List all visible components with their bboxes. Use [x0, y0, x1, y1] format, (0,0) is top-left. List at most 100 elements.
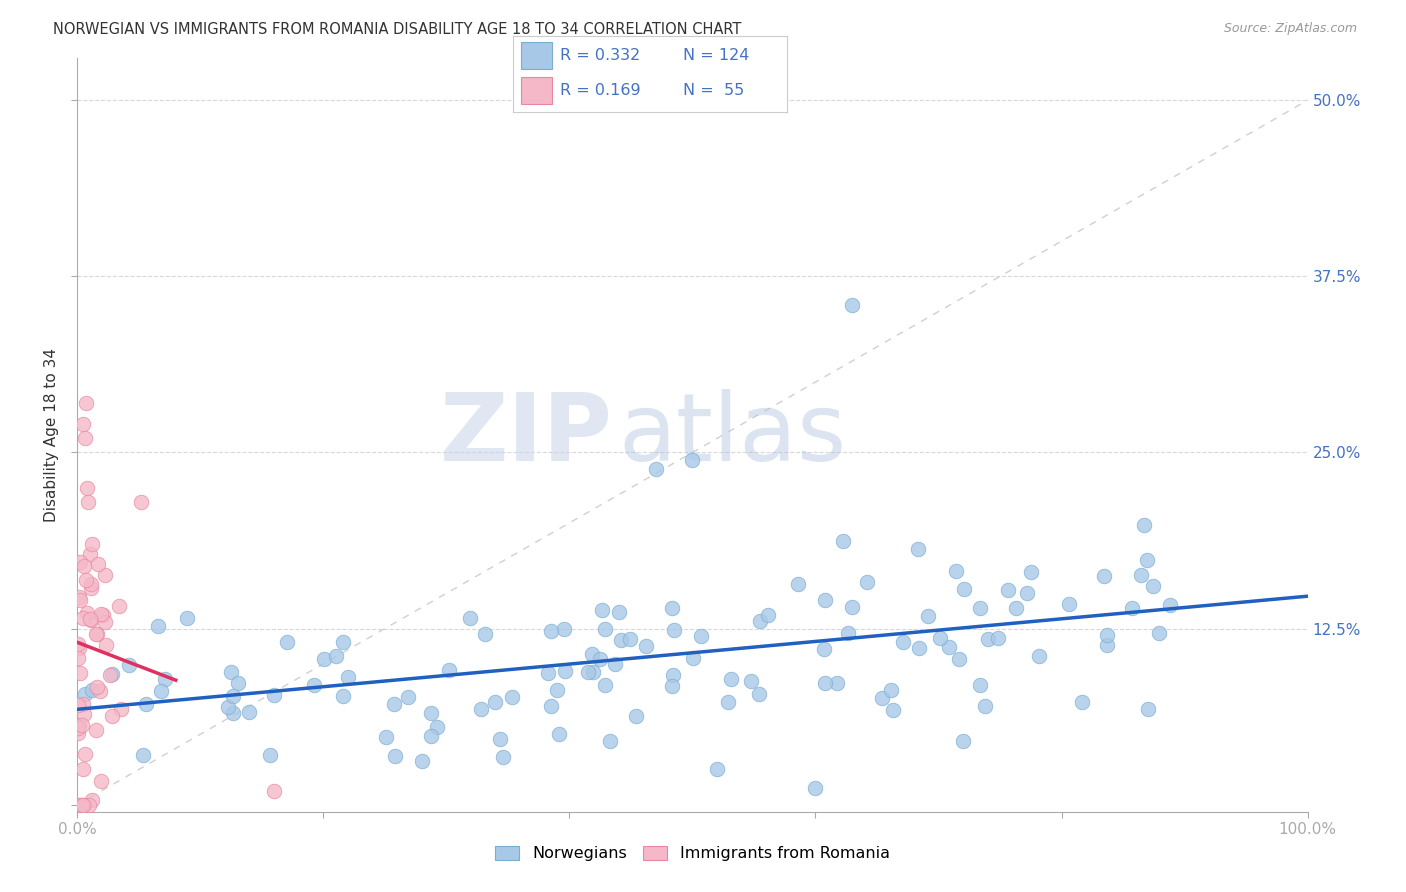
Point: [682, 651, 704, 665]
Point: [219, 665, 242, 679]
Point: [605, 657, 627, 671]
Point: [891, 635, 914, 649]
Point: [80, 613, 103, 627]
Point: [259, 747, 281, 762]
Point: [717, 695, 740, 709]
Point: [484, 695, 506, 709]
Point: [977, 632, 1000, 646]
Point: [67, 721, 90, 735]
Point: [153, 672, 176, 686]
Point: [636, 639, 658, 653]
Point: [756, 608, 779, 623]
Point: [67, 590, 90, 604]
Point: [546, 682, 568, 697]
Point: [661, 600, 683, 615]
Point: [540, 624, 562, 639]
Point: [1097, 638, 1119, 652]
Point: [690, 629, 713, 643]
Point: [813, 641, 835, 656]
Point: [90, 774, 112, 789]
Point: [67, 640, 90, 655]
Point: [748, 687, 770, 701]
Point: [1129, 567, 1152, 582]
Point: [825, 676, 848, 690]
Point: [537, 666, 560, 681]
Text: NORWEGIAN VS IMMIGRANTS FROM ROMANIA DISABILITY AGE 18 TO 34 CORRELATION CHART: NORWEGIAN VS IMMIGRANTS FROM ROMANIA DIS…: [53, 22, 742, 37]
Point: [108, 599, 131, 614]
Point: [832, 534, 855, 549]
Point: [73, 707, 96, 722]
FancyBboxPatch shape: [522, 42, 551, 69]
Point: [420, 706, 443, 721]
Text: N =  55: N = 55: [683, 83, 744, 98]
Point: [952, 734, 974, 748]
Point: [263, 688, 285, 702]
Point: [101, 708, 124, 723]
Point: [337, 669, 360, 683]
Point: [599, 734, 621, 748]
Point: [581, 647, 603, 661]
Point: [72, 611, 94, 625]
Point: [720, 672, 742, 686]
Point: [84, 723, 107, 737]
Point: [146, 619, 169, 633]
Point: [70, 797, 93, 812]
Point: [593, 622, 616, 636]
Point: [226, 676, 249, 690]
Point: [384, 749, 406, 764]
Point: [72, 718, 94, 732]
Point: [69, 555, 91, 569]
Point: [1136, 553, 1159, 567]
Point: [87, 558, 110, 572]
Point: [73, 559, 96, 574]
Point: [953, 582, 976, 597]
Point: [607, 605, 630, 619]
Point: [1147, 626, 1170, 640]
Point: [882, 703, 904, 717]
Point: [907, 640, 929, 655]
Point: [75, 573, 97, 587]
Point: [411, 754, 433, 768]
Point: [969, 678, 991, 692]
Text: N = 124: N = 124: [683, 48, 749, 63]
Point: [870, 690, 893, 705]
Point: [1015, 586, 1038, 600]
Point: [72, 697, 94, 711]
Point: [1121, 600, 1143, 615]
Point: [470, 701, 492, 715]
Point: [150, 684, 173, 698]
Point: [644, 462, 666, 476]
Point: [907, 542, 929, 557]
Point: [76, 481, 98, 495]
Point: [69, 593, 91, 607]
Point: [928, 631, 950, 645]
Point: [176, 611, 198, 625]
Point: [997, 583, 1019, 598]
Point: [332, 689, 354, 703]
Y-axis label: Disability Age 18 to 34: Disability Age 18 to 34: [44, 348, 59, 522]
Point: [540, 699, 562, 714]
Point: [489, 731, 512, 746]
Point: [682, 452, 704, 467]
Point: [938, 640, 960, 655]
Point: [661, 668, 683, 682]
Point: [325, 648, 347, 663]
Point: [1057, 597, 1080, 611]
Point: [84, 627, 107, 641]
Point: [72, 763, 94, 777]
Point: [72, 797, 94, 812]
Point: [75, 396, 97, 410]
Point: [217, 700, 239, 714]
Point: [89, 683, 111, 698]
Point: [786, 577, 808, 591]
Text: R = 0.169: R = 0.169: [560, 83, 640, 98]
Point: [1028, 649, 1050, 664]
Point: [72, 797, 94, 812]
Point: [222, 706, 245, 721]
Point: [553, 622, 575, 636]
Point: [69, 665, 91, 680]
Point: [129, 494, 152, 508]
Point: [76, 606, 98, 620]
Point: [740, 673, 762, 688]
Point: [917, 609, 939, 624]
